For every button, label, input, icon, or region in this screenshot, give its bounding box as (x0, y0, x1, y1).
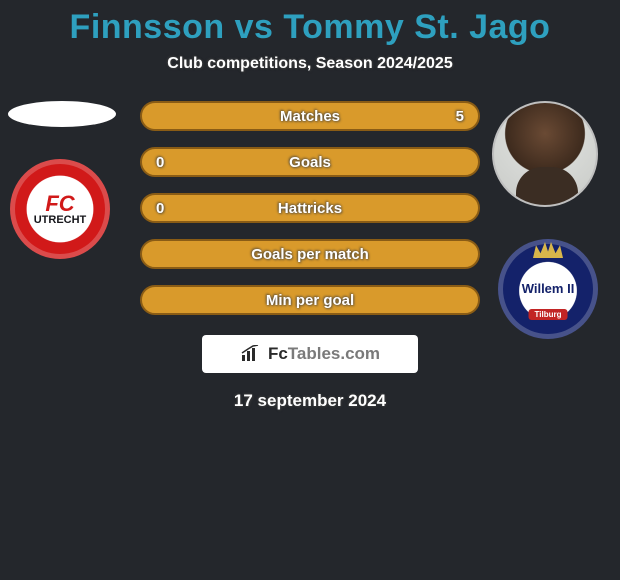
stat-bar: Matches 5 (140, 101, 480, 131)
date-text: 17 september 2024 (140, 391, 480, 411)
left-badge-text: FC UTRECHT (34, 193, 87, 226)
stat-row: Matches 5 (140, 101, 480, 131)
stat-label: Matches (280, 108, 340, 125)
stat-label: Hattricks (278, 200, 342, 217)
stat-label: Goals per match (251, 246, 369, 263)
right-badge-top: Willem II (522, 282, 575, 296)
subtitle: Club competitions, Season 2024/2025 (0, 55, 620, 73)
left-badge-bottom: UTRECHT (34, 214, 87, 226)
title-text: Finnsson vs Tommy St. Jago (70, 8, 551, 46)
stat-left-value: 0 (142, 149, 178, 175)
right-player-column: Willem II Tilburg (492, 101, 612, 339)
page-title: Finnsson vs Tommy St. Jago (0, 0, 620, 47)
stat-left-value (142, 241, 170, 267)
watermark-logo: FcTables.com (202, 335, 418, 373)
stat-row: 0 Goals (140, 147, 480, 177)
stat-bar: 0 Hattricks (140, 193, 480, 223)
logo-suffix: Tables.com (288, 344, 380, 364)
stat-row: 0 Hattricks (140, 193, 480, 223)
stat-left-value (142, 287, 170, 313)
stat-right-value: 5 (442, 103, 478, 129)
stat-left-value: 0 (142, 195, 178, 221)
stat-label: Min per goal (266, 292, 354, 309)
stat-bars: Matches 5 0 Goals 0 Hattricks Goals per … (140, 101, 480, 411)
right-badge-ribbon: Tilburg (529, 309, 568, 320)
stat-bar: 0 Goals (140, 147, 480, 177)
stat-bar: Goals per match (140, 239, 480, 269)
comparison-panel: FC UTRECHT Willem II Tilburg Matches 5 0 (0, 101, 620, 411)
stat-right-value (450, 287, 478, 313)
bar-chart-icon (240, 345, 262, 363)
stat-row: Min per goal (140, 285, 480, 315)
stat-label: Goals (289, 154, 331, 171)
crown-icon (533, 242, 563, 258)
right-club-badge: Willem II Tilburg (498, 239, 598, 339)
stat-left-value (142, 103, 170, 129)
left-player-column: FC UTRECHT (8, 101, 128, 259)
left-club-badge: FC UTRECHT (10, 159, 110, 259)
logo-prefix: Fc (268, 344, 288, 364)
right-badge-text: Willem II (522, 282, 575, 296)
stat-right-value (450, 195, 478, 221)
stat-bar: Min per goal (140, 285, 480, 315)
left-player-avatar (8, 101, 116, 127)
stat-row: Goals per match (140, 239, 480, 269)
left-badge-top: FC (34, 193, 87, 215)
stat-right-value (450, 149, 478, 175)
stat-right-value (450, 241, 478, 267)
right-player-avatar (492, 101, 598, 207)
